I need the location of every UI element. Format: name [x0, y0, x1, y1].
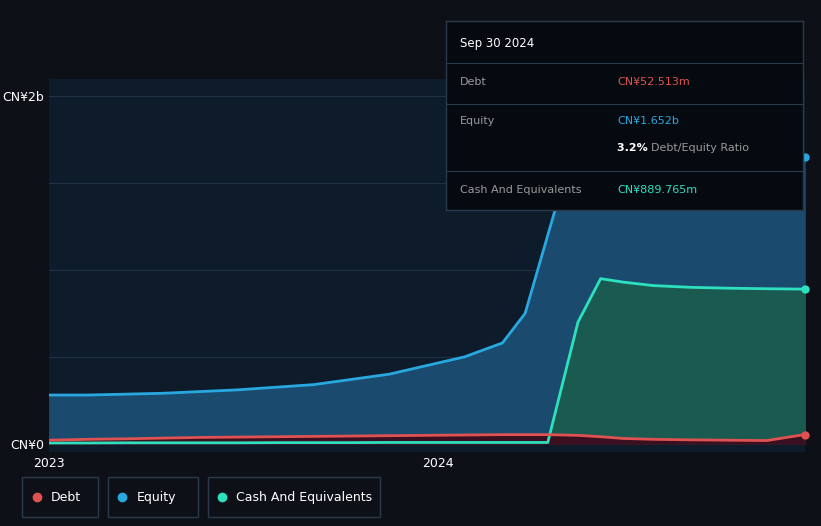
Text: Sep 30 2024: Sep 30 2024: [460, 37, 534, 50]
Text: CN¥1.652b: CN¥1.652b: [617, 116, 679, 126]
Text: Debt/Equity Ratio: Debt/Equity Ratio: [651, 143, 749, 153]
Text: Cash And Equivalents: Cash And Equivalents: [460, 185, 581, 195]
Text: Debt: Debt: [460, 77, 487, 87]
FancyBboxPatch shape: [22, 477, 98, 518]
Text: Equity: Equity: [136, 491, 176, 503]
FancyBboxPatch shape: [208, 477, 380, 518]
Text: 3.2%: 3.2%: [617, 143, 652, 153]
Text: CN¥889.765m: CN¥889.765m: [617, 185, 697, 195]
FancyBboxPatch shape: [108, 477, 198, 518]
Text: CN¥52.513m: CN¥52.513m: [617, 77, 690, 87]
Text: Equity: Equity: [460, 116, 495, 126]
Text: Cash And Equivalents: Cash And Equivalents: [236, 491, 373, 503]
Text: Debt: Debt: [51, 491, 81, 503]
